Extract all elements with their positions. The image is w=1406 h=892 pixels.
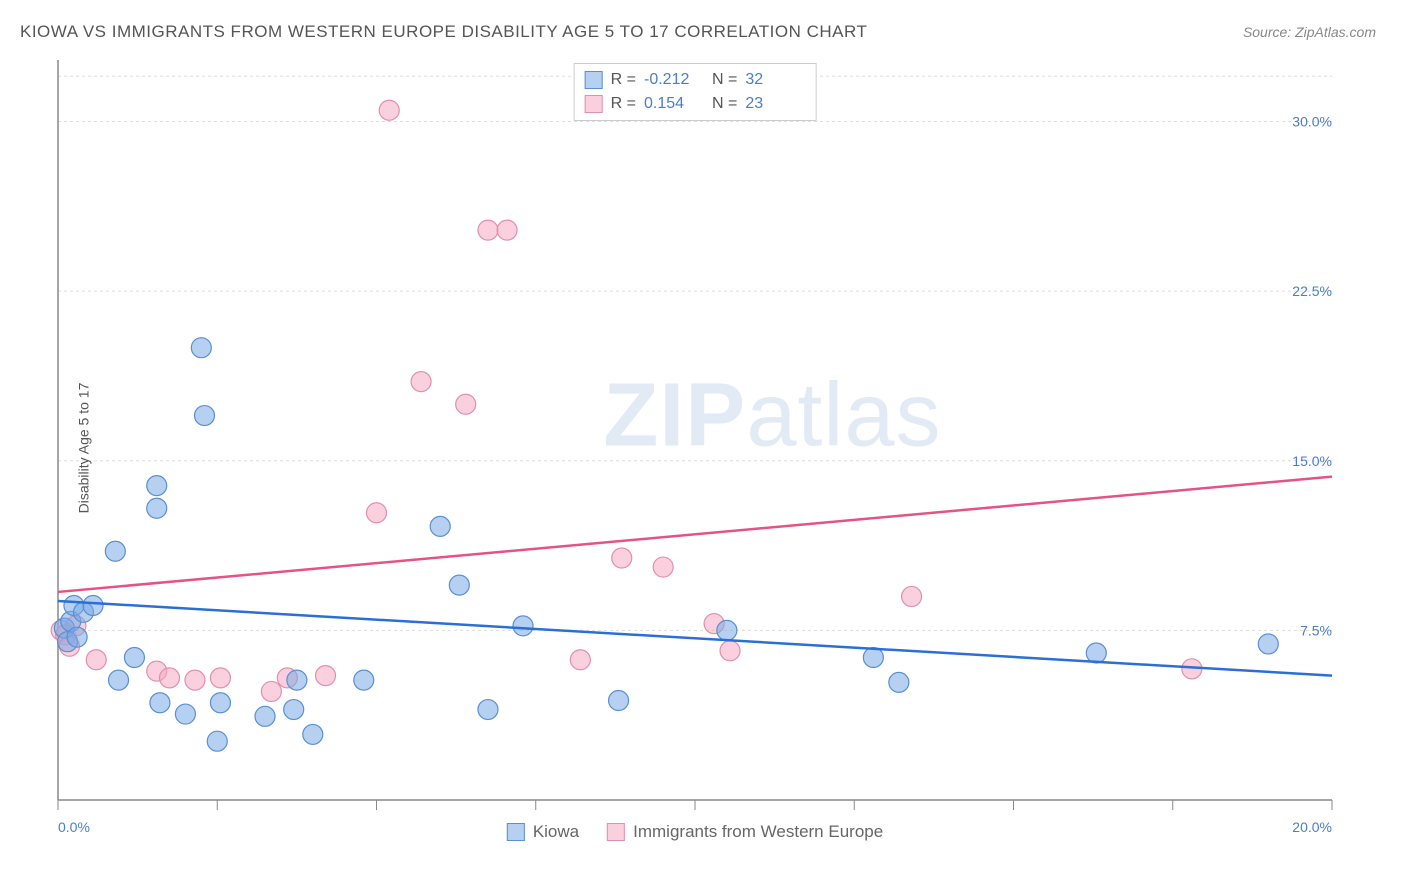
r-label: R = [611, 92, 636, 116]
legend-label-we: Immigrants from Western Europe [633, 822, 883, 842]
scatter-plot-svg: 0.0% 20.0% 7.5% 15.0% 22.5% 30.0% [50, 55, 1340, 840]
svg-text:22.5%: 22.5% [1292, 283, 1332, 299]
svg-text:20.0%: 20.0% [1292, 819, 1332, 835]
legend-row-we: R = 0.154 N = 23 [585, 92, 806, 116]
source-name: ZipAtlas.com [1295, 24, 1376, 40]
swatch-pink [585, 95, 603, 113]
legend-item-we: Immigrants from Western Europe [607, 822, 883, 842]
n-label: N = [712, 68, 737, 92]
n-value-we: 23 [745, 92, 805, 116]
svg-text:0.0%: 0.0% [58, 819, 90, 835]
legend-item-kiowa: Kiowa [507, 822, 579, 842]
n-label: N = [712, 92, 737, 116]
correlation-legend: R = -0.212 N = 32 R = 0.154 N = 23 [574, 63, 817, 121]
series-legend: Kiowa Immigrants from Western Europe [507, 822, 883, 842]
chart-title: KIOWA VS IMMIGRANTS FROM WESTERN EUROPE … [20, 22, 867, 42]
source-prefix: Source: [1243, 24, 1295, 40]
swatch-pink [607, 823, 625, 841]
legend-row-kiowa: R = -0.212 N = 32 [585, 68, 806, 92]
r-value-we: 0.154 [644, 92, 704, 116]
n-value-kiowa: 32 [745, 68, 805, 92]
r-label: R = [611, 68, 636, 92]
source-attribution: Source: ZipAtlas.com [1243, 24, 1376, 40]
swatch-blue [585, 71, 603, 89]
svg-text:15.0%: 15.0% [1292, 453, 1332, 469]
chart-area: Disability Age 5 to 17 0.0% 20.0% 7.5% 15.0… [50, 55, 1340, 840]
svg-text:7.5%: 7.5% [1300, 622, 1332, 638]
svg-text:30.0%: 30.0% [1292, 114, 1332, 130]
y-axis-label: Disability Age 5 to 17 [75, 382, 91, 513]
swatch-blue [507, 823, 525, 841]
legend-label-kiowa: Kiowa [533, 822, 579, 842]
r-value-kiowa: -0.212 [644, 68, 704, 92]
